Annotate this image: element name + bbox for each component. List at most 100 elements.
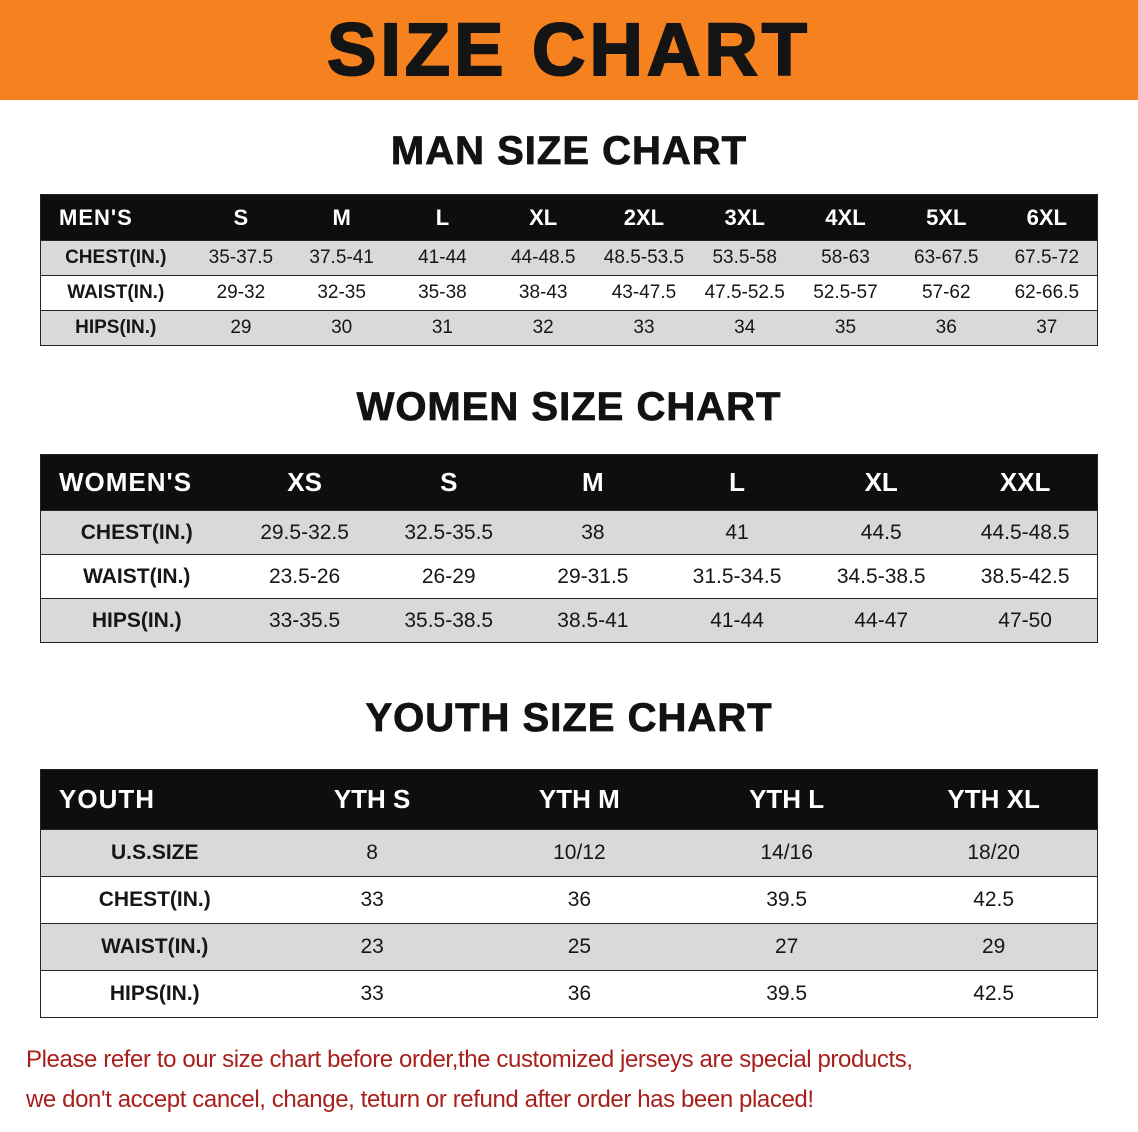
size-value-cell: 67.5-72 [996,240,1098,276]
measurement-row-label: HIPS(IN.) [40,598,233,643]
table-header-row: WOMEN'S XS S M L XL XXL [40,454,1098,511]
measurement-row: HIPS(IN.) 33-35.5 35.5-38.5 38.5-41 41-44 44-… [40,598,1098,643]
measurement-row-label: CHEST(IN.) [40,240,191,276]
size-column-header: XL [492,194,594,241]
youth-size-heading: YOUTH SIZE CHART [365,696,773,741]
size-value-cell: 27 [683,923,891,971]
men-size-section: MAN SIZE CHART MEN'S S M L XL 2XL 3XL 4XL 5XL 6XL… [0,128,1138,346]
size-value-cell: 38.5-42.5 [953,554,1098,599]
measurement-row: U.S.SIZE 8 10/12 14/16 18/20 [40,829,1098,877]
size-value-cell: 23.5-26 [232,554,377,599]
size-value-cell: 43-47.5 [593,275,695,311]
size-column-header: XS [232,454,377,511]
size-value-cell: 42.5 [890,876,1098,924]
size-column-header: S [376,454,521,511]
size-column-header: S [190,194,292,241]
table-header-row: YOUTH YTH S YTH M YTH L YTH XL [40,769,1098,830]
size-value-cell: 32-35 [291,275,393,311]
size-value-cell: 25 [475,923,683,971]
size-value-cell: 41 [664,510,810,555]
size-value-cell: 31.5-34.5 [664,554,810,599]
disclaimer-line-1: Please refer to our size chart before or… [26,1046,913,1073]
measurement-row-label: HIPS(IN.) [40,310,191,346]
size-value-cell: 14/16 [683,829,891,877]
size-column-header: YTH XL [890,769,1098,830]
size-value-cell: 37.5-41 [291,240,393,276]
size-value-cell: 39.5 [683,876,891,924]
size-value-cell: 63-67.5 [895,240,997,276]
size-value-cell: 35-37.5 [190,240,292,276]
measurement-row: WAIST(IN.) 29-32 32-35 35-38 38-43 43-47.5 47.… [40,275,1098,311]
size-value-cell: 35-38 [392,275,493,311]
size-column-header: M [520,454,665,511]
measurement-row-label: CHEST(IN.) [40,876,269,924]
women-size-table: WOMEN'S XS S M L XL XXL CHEST(IN.) 29.5-32.5 32.5… [40,454,1098,643]
measurement-row-label: HIPS(IN.) [40,970,269,1018]
size-value-cell: 44.5 [809,510,954,555]
size-value-cell: 58-63 [795,240,896,276]
table-header-row: MEN'S S M L XL 2XL 3XL 4XL 5XL 6XL [40,194,1098,241]
size-value-cell: 38.5-41 [520,598,665,643]
size-value-cell: 38 [520,510,665,555]
size-value-cell: 8 [268,829,476,877]
size-value-cell: 41-44 [664,598,810,643]
page-title: SIZE CHART [326,8,811,91]
title-banner: SIZE CHART [0,0,1138,100]
size-value-cell: 35 [795,310,896,346]
size-value-cell: 35.5-38.5 [376,598,521,643]
size-value-cell: 33 [268,876,476,924]
measurement-row: HIPS(IN.) 33 36 39.5 42.5 [40,970,1098,1018]
table-corner-label: YOUTH [40,769,269,830]
measurement-row-label: WAIST(IN.) [40,554,233,599]
size-column-header: YTH L [683,769,891,830]
size-column-header: L [664,454,810,511]
size-value-cell: 38-43 [492,275,594,311]
size-value-cell: 26-29 [376,554,521,599]
size-value-cell: 37 [996,310,1098,346]
size-value-cell: 29 [890,923,1098,971]
size-column-header: XL [809,454,954,511]
size-value-cell: 48.5-53.5 [593,240,695,276]
youth-size-section: YOUTH SIZE CHART YOUTH YTH S YTH M YTH L YTH… [0,695,1138,1018]
size-column-header: 2XL [593,194,695,241]
size-value-cell: 44-48.5 [492,240,594,276]
size-value-cell: 47-50 [953,598,1098,643]
size-value-cell: 36 [895,310,997,346]
measurement-row: WAIST(IN.) 23.5-26 26-29 29-31.5 31.5-34.5 34… [40,554,1098,599]
size-value-cell: 29-31.5 [520,554,665,599]
size-value-cell: 52.5-57 [795,275,896,311]
measurement-row-label: WAIST(IN.) [40,275,191,311]
size-column-header: 3XL [694,194,796,241]
measurement-row: WAIST(IN.) 23 25 27 29 [40,923,1098,971]
measurement-row-label: U.S.SIZE [40,829,269,877]
measurement-row: CHEST(IN.) 29.5-32.5 32.5-35.5 38 41 44.5 44.5… [40,510,1098,555]
table-corner-label: WOMEN'S [40,454,233,511]
size-value-cell: 23 [268,923,476,971]
size-value-cell: 33 [593,310,695,346]
youth-size-table: YOUTH YTH S YTH M YTH L YTH XL U.S.SIZE 8 10/12… [40,769,1098,1018]
size-value-cell: 41-44 [392,240,493,276]
size-value-cell: 42.5 [890,970,1098,1018]
size-value-cell: 62-66.5 [996,275,1098,311]
size-value-cell: 34.5-38.5 [809,554,954,599]
men-size-heading: MAN SIZE CHART [390,129,748,174]
size-value-cell: 47.5-52.5 [694,275,796,311]
disclaimer-line-2: we don't accept cancel, change, teturn o… [26,1086,814,1113]
size-value-cell: 30 [291,310,393,346]
size-value-cell: 33-35.5 [232,598,377,643]
men-size-table: MEN'S S M L XL 2XL 3XL 4XL 5XL 6XL CHEST(IN.) 35-37… [40,194,1098,346]
size-value-cell: 32.5-35.5 [376,510,521,555]
size-value-cell: 44-47 [809,598,954,643]
size-value-cell: 36 [475,876,683,924]
size-value-cell: 53.5-58 [694,240,796,276]
size-value-cell: 39.5 [683,970,891,1018]
size-value-cell: 36 [475,970,683,1018]
women-size-heading: WOMEN SIZE CHART [356,385,782,430]
size-column-header: 4XL [795,194,896,241]
size-value-cell: 10/12 [475,829,683,877]
size-column-header: XXL [953,454,1098,511]
size-value-cell: 31 [392,310,493,346]
measurement-row-label: WAIST(IN.) [40,923,269,971]
measurement-row: CHEST(IN.) 35-37.5 37.5-41 41-44 44-48.5 48.5… [40,240,1098,276]
